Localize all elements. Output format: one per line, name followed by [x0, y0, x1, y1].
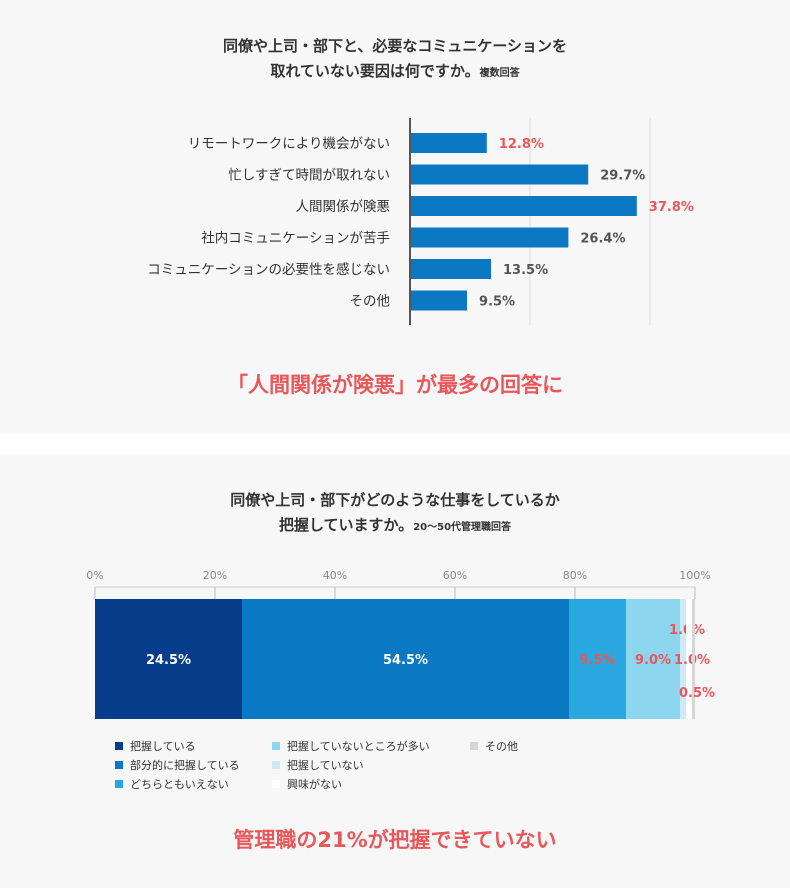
chart2-segment [569, 599, 626, 719]
chart2-legend: 把握している部分的に把握している どちらともいえない 把握していないところが多い 把握… [0, 738, 790, 798]
chart1-category-label: 忙しすぎて時間が取れない [228, 168, 390, 184]
chart2-segment [95, 599, 242, 719]
chart1-value-label: 37.8% [649, 200, 694, 215]
chart2-legend-swatch [115, 742, 123, 750]
chart1-value-label: 12.8% [499, 137, 544, 152]
chart2-stacked-bar-chart: 0%20%40%60%80%100%24.5%54.5%9.5%9.0%1.0%… [86, 569, 715, 719]
chart1-bar [410, 227, 569, 248]
chart2-segment [686, 599, 692, 719]
chart2-conclusion: 管理職の21%が把握できていない [233, 828, 557, 852]
chart2-legend-item: 把握していない [272, 757, 364, 773]
chart2-legend-item: どちらともいえない [115, 776, 229, 792]
chart1-title-note: 複数回答 [479, 68, 520, 79]
chart2-legend-item: 部分的に把握している [115, 757, 240, 773]
chart1-category-label: その他 [350, 294, 391, 310]
chart1-title-line1: 同僚や上司・部下と、必要なコミュニケーションを [222, 37, 568, 55]
chart2-title: 同僚や上司・部下がどのような仕事をしているか 把握していますか。20〜50代管理… [0, 488, 790, 540]
chart2-segment [680, 599, 686, 719]
chart1-value-label: 29.7% [600, 169, 645, 184]
chart1-bar [410, 290, 467, 311]
chart2-legend-label: 部分的に把握している [130, 759, 240, 772]
chart2-segment [242, 599, 569, 719]
chart1-bar-chart: リモートワークにより機会がない 12.8% 忙しすぎて時間が取れない 29.7% 人間関… [147, 118, 694, 325]
chart2-tick-label: 40% [323, 569, 347, 582]
chart1-title: 同僚や上司・部下と、必要なコミュニケーションを 取れていない要因は何ですか。複数… [0, 34, 790, 86]
chart1-title-line2-text: 取れていない要因は何ですか。 [270, 62, 480, 80]
chart2-title-line2-text: 把握していますか。 [278, 516, 414, 534]
chart1-category-label: 人間関係が険悪 [296, 199, 391, 215]
chart2-segment-label: 9.0% [635, 653, 671, 668]
chart2-legend-label: 把握している [130, 740, 196, 753]
chart2-tick-label: 100% [679, 569, 710, 582]
chart2-legend-swatch [272, 742, 280, 750]
chart2-tick-label: 60% [443, 569, 467, 582]
chart2-legend-item: 把握していないところが多い [272, 738, 430, 754]
chart2-legend-label: 把握していない [287, 759, 364, 772]
chart1-bar [410, 164, 589, 185]
chart1-value-label: 26.4% [580, 232, 625, 247]
chart2-legend-item: その他 [470, 738, 518, 754]
chart2-legend-label: 把握していないところが多い [287, 740, 430, 753]
chart1-bar [410, 259, 491, 279]
chart2-segment-label: 9.5% [579, 653, 615, 668]
chart2-legend-swatch [272, 761, 280, 769]
chart2-segment-label: 54.5% [383, 653, 428, 668]
chart1-category-label: 社内コミュニケーションが苦手 [201, 231, 390, 247]
chart1-bar [410, 196, 637, 216]
chart2-segment-label: 0.5% [679, 686, 715, 701]
chart2-legend-swatch [470, 742, 478, 750]
chart2-title-note: 20〜50代管理職回答 [413, 522, 512, 533]
chart2-segment [626, 599, 680, 719]
chart2-tick-label: 0% [86, 569, 103, 582]
chart-panel-work-awareness: 同僚や上司・部下がどのような仕事をしているか 把握していますか。20〜50代管理… [0, 455, 790, 888]
chart2-legend-label: その他 [485, 740, 518, 753]
chart2-legend-label: 興味がない [287, 778, 342, 791]
chart2-title-line2: 把握していますか。20〜50代管理職回答 [0, 513, 790, 540]
chart2-tick-label: 80% [563, 569, 587, 582]
chart2-legend-item: 把握している [115, 738, 196, 754]
chart2-segment [692, 599, 695, 719]
chart1-title-line2: 取れていない要因は何ですか。複数回答 [0, 59, 790, 86]
chart1-value-label: 13.5% [503, 263, 548, 278]
chart1-value-label: 9.5% [479, 295, 515, 310]
chart2-legend-swatch [272, 780, 280, 788]
chart2-legend-item: 興味がない [272, 776, 342, 792]
chart2-tick-label: 20% [203, 569, 227, 582]
chart2-legend-swatch [115, 780, 123, 788]
chart1-category-label: リモートワークにより機会がない [188, 136, 390, 152]
chart2-legend-swatch [115, 761, 123, 769]
chart1-bar [410, 133, 487, 153]
chart2-segment-label: 24.5% [146, 653, 191, 668]
chart1-category-label: コミュニケーションの必要性を感じない [147, 261, 390, 278]
chart1-conclusion: 「人間関係が険悪」が最多の回答に [227, 373, 563, 397]
chart2-legend-label: どちらともいえない [130, 778, 229, 791]
chart-panel-communication-causes: 同僚や上司・部下と、必要なコミュニケーションを 取れていない要因は何ですか。複数… [0, 0, 790, 433]
chart2-title-line1: 同僚や上司・部下がどのような仕事をしているか [230, 491, 560, 509]
